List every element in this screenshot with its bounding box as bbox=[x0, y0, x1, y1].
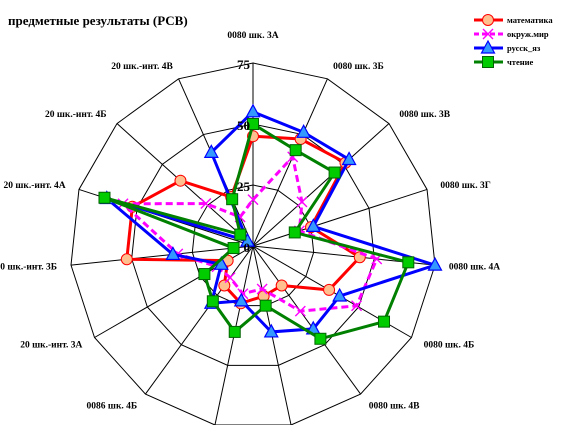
legend-label: окруж.мир bbox=[507, 29, 549, 39]
grid-spoke bbox=[252, 188, 428, 247]
category-labels: 0080 шк. 3А 0080 шк. 3Б 0080 шк. 3В 0080 шк… bbox=[0, 31, 500, 411]
data-point bbox=[224, 272, 236, 284]
category-label: 0080 шк. 4Б bbox=[424, 341, 475, 351]
legend-label: математика bbox=[507, 15, 553, 25]
data-point bbox=[247, 194, 259, 206]
data-point bbox=[288, 226, 301, 239]
grid-spoke bbox=[145, 245, 254, 395]
series-line bbox=[103, 121, 411, 341]
tick-label: 0 bbox=[244, 240, 251, 255]
data-point bbox=[275, 279, 288, 292]
data-point bbox=[206, 295, 219, 308]
data-point bbox=[341, 151, 357, 166]
data-point bbox=[332, 287, 348, 302]
grid-ring-50 bbox=[131, 123, 375, 366]
category-label: 20 шк.-инт. 4Б bbox=[45, 110, 107, 120]
data-point bbox=[427, 256, 443, 271]
category-label: 0080 шк. 4А bbox=[449, 263, 500, 273]
tick-labels: 0 25 50 75 bbox=[237, 57, 251, 255]
series-окруж.мир bbox=[117, 151, 383, 317]
category-label: 0080 шк. 3В bbox=[399, 110, 450, 120]
legend-item: русск_яз bbox=[474, 39, 541, 54]
category-label: 20 шк.-инт. 4В bbox=[111, 62, 173, 72]
data-point bbox=[328, 166, 341, 179]
data-point bbox=[402, 256, 415, 269]
data-point bbox=[247, 118, 259, 130]
category-label: 0080 шк. 3Б bbox=[333, 62, 384, 72]
data-point bbox=[351, 300, 363, 312]
data-point bbox=[203, 144, 219, 158]
category-label: 0080 шк. 4В bbox=[369, 401, 420, 411]
category-label: 20 шк.-инт. 3Б bbox=[0, 263, 57, 273]
data-point bbox=[296, 196, 308, 208]
tick-label: 75 bbox=[237, 57, 251, 72]
data-point bbox=[259, 299, 272, 312]
chart-title: предметные результаты (РСВ) bbox=[8, 13, 188, 28]
legend-marker bbox=[480, 39, 496, 54]
data-point bbox=[174, 174, 187, 187]
grid-spoke bbox=[252, 78, 328, 247]
category-label: 0080 шк. 3А bbox=[227, 31, 278, 41]
grid-ring-75 bbox=[70, 62, 436, 425]
data-point bbox=[218, 279, 231, 292]
category-label: 20 шк.-инт. 4А bbox=[3, 181, 65, 191]
data-point bbox=[233, 292, 249, 307]
data-point bbox=[234, 228, 247, 241]
grid-spoke bbox=[70, 245, 254, 266]
data-point bbox=[305, 218, 321, 232]
data-point bbox=[200, 198, 212, 210]
legend-item: математика bbox=[474, 14, 553, 26]
series-чтение bbox=[98, 118, 415, 345]
legend-item: окруж.мир bbox=[474, 28, 549, 40]
data-point bbox=[314, 332, 327, 345]
data-point bbox=[378, 315, 391, 328]
category-label: 0080 шк. 3Г bbox=[440, 181, 490, 191]
legend-marker bbox=[482, 56, 494, 68]
data-point bbox=[294, 305, 306, 317]
legend: математика окруж.мир русск_яз чтение bbox=[474, 14, 553, 68]
category-label: 0086 шк. 4Б bbox=[87, 401, 138, 411]
data-point bbox=[198, 268, 211, 281]
data-point bbox=[289, 144, 302, 157]
grid-spoke bbox=[252, 245, 361, 395]
data-point bbox=[263, 323, 279, 338]
data-point bbox=[120, 253, 133, 266]
grid-spoke bbox=[116, 123, 254, 247]
category-label: 20 шк.-инт. 3А bbox=[20, 341, 82, 351]
grid-spoke bbox=[252, 123, 390, 247]
tick-label: 25 bbox=[237, 179, 251, 194]
data-point bbox=[296, 124, 312, 138]
data-point bbox=[98, 191, 111, 204]
legend-marker bbox=[482, 14, 494, 26]
data-point bbox=[226, 193, 239, 206]
data-point bbox=[323, 283, 336, 296]
data-point bbox=[228, 325, 241, 338]
series-line bbox=[105, 110, 440, 334]
tick-label: 50 bbox=[237, 118, 250, 133]
legend-marker bbox=[482, 28, 494, 40]
series-line bbox=[119, 153, 379, 313]
series-layer bbox=[98, 103, 443, 345]
data-point bbox=[256, 283, 268, 295]
data-point bbox=[245, 103, 261, 118]
series-line bbox=[125, 134, 363, 305]
legend-label: русск_яз bbox=[507, 43, 541, 53]
data-point bbox=[227, 242, 240, 255]
legend-label: чтение bbox=[507, 57, 534, 67]
data-point bbox=[165, 246, 181, 261]
legend-item: чтение bbox=[474, 56, 534, 68]
